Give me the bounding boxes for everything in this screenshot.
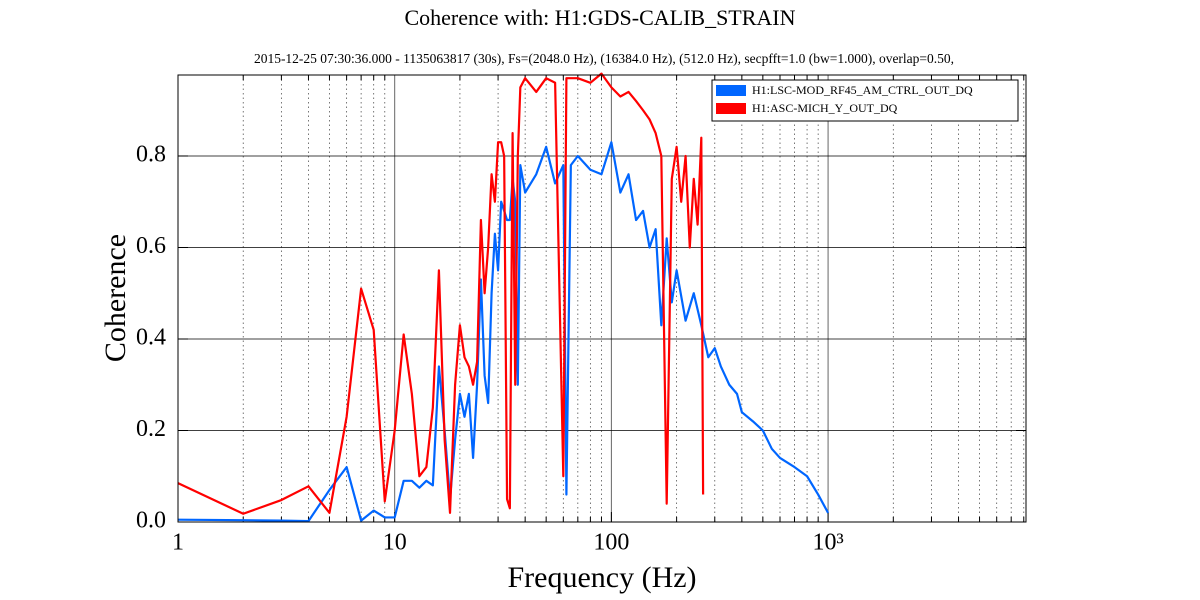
legend-label: H1:LSC-MOD_RF45_AM_CTRL_OUT_DQ — [752, 83, 973, 97]
y-tick-label: 0.2 — [136, 416, 166, 442]
y-tick-label: 0.8 — [136, 141, 166, 167]
x-tick-label: 100 — [593, 530, 629, 556]
chart-subtitle: 2015-12-25 07:30:36.000 - 1135063817 (30… — [254, 51, 954, 66]
chart-title: Coherence with: H1:GDS-CALIB_STRAIN — [404, 5, 795, 30]
series-line — [177, 141, 830, 523]
x-tick-label: 10³ — [812, 530, 843, 556]
plot-frame — [177, 74, 1027, 523]
legend-box — [711, 79, 1019, 122]
y-tick-label: 0.0 — [136, 508, 166, 534]
legend: H1:LSC-MOD_RF45_AM_CTRL_OUT_DQ H1:ASC-MIC… — [711, 79, 1019, 122]
x-tick-label: 1 — [172, 530, 184, 556]
series-line — [177, 72, 705, 515]
legend-swatch — [716, 85, 746, 96]
legend-swatch — [716, 103, 746, 114]
y-axis-label: Coherence — [99, 234, 132, 362]
legend-label: H1:ASC-MICH_Y_OUT_DQ — [752, 101, 898, 115]
y-tick-label: 0.6 — [136, 233, 166, 259]
x-axis-label: Frequency (Hz) — [507, 561, 696, 594]
y-tick-label: 0.4 — [136, 324, 166, 350]
x-tick-label: 10 — [383, 530, 407, 556]
